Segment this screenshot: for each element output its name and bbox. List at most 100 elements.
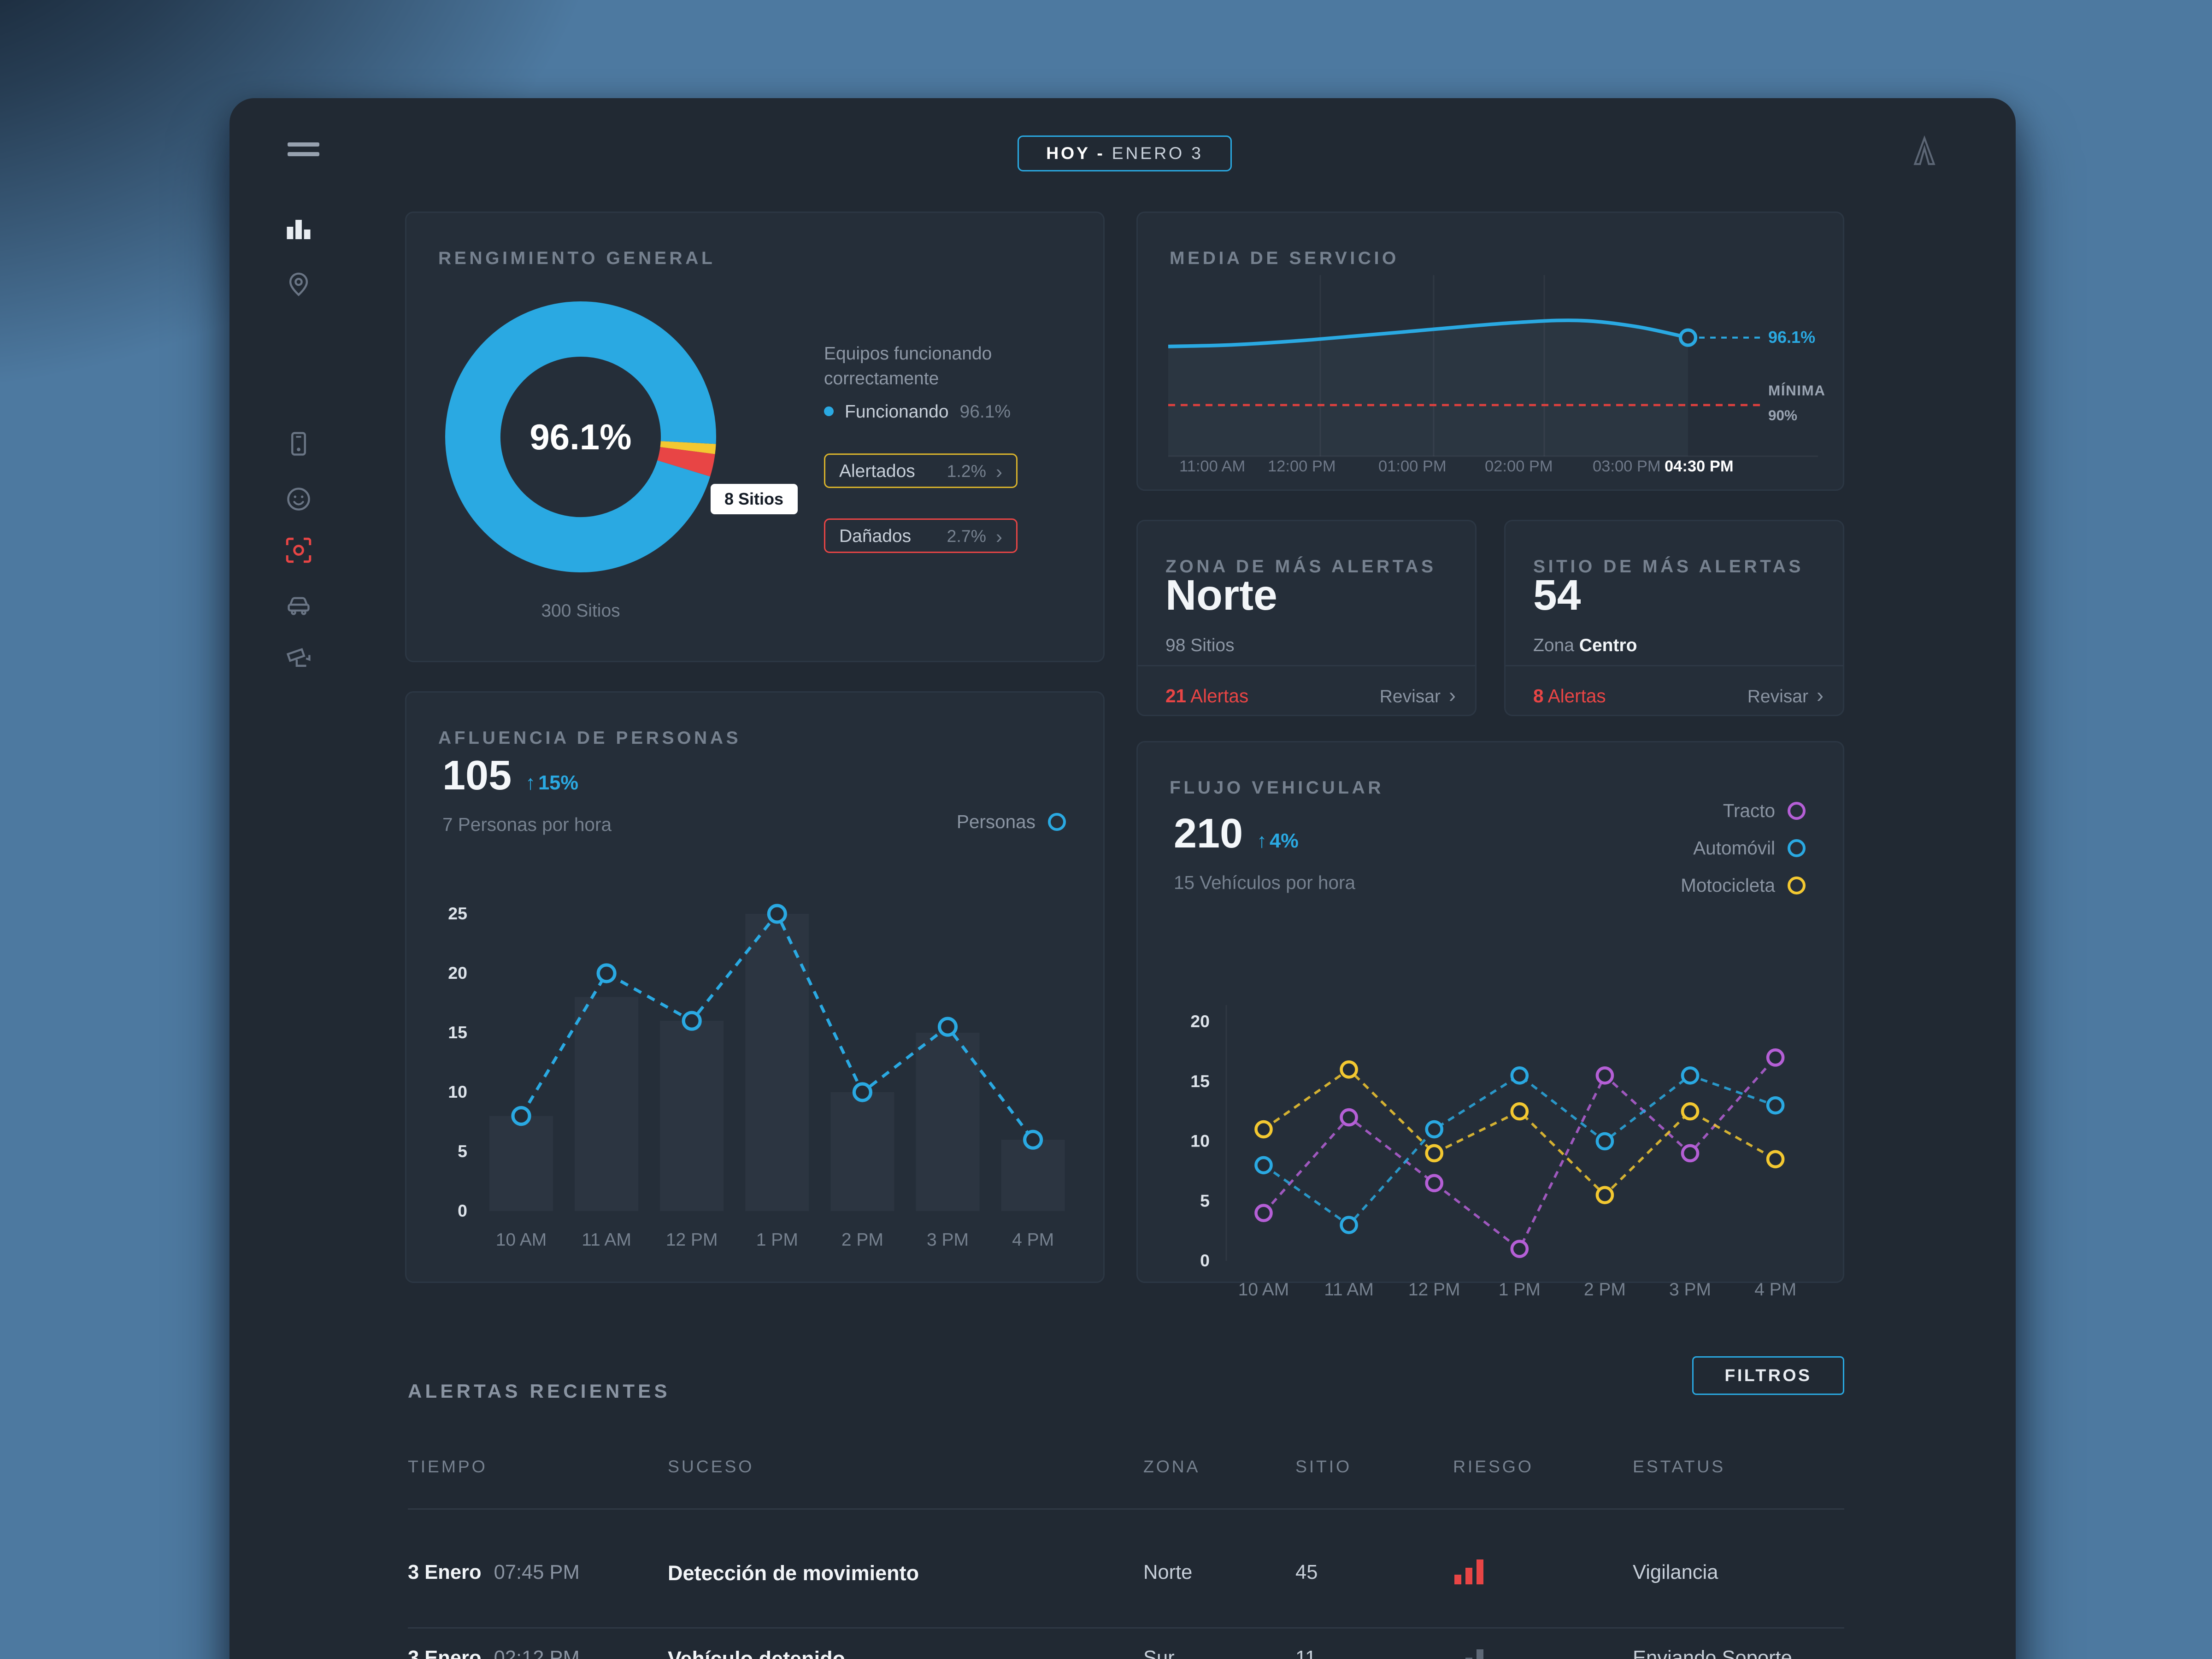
legend-ring-icon bbox=[1788, 877, 1806, 894]
svg-text:10 AM: 10 AM bbox=[1238, 1280, 1289, 1300]
site-zone-line: Zona Centro bbox=[1533, 635, 1637, 655]
col-riesgo: RIESGO bbox=[1453, 1457, 1534, 1477]
menu-hamburger-icon[interactable] bbox=[288, 142, 319, 162]
blue-dot-icon bbox=[824, 406, 834, 416]
car-icon bbox=[283, 587, 314, 624]
sidebar-item-faces[interactable] bbox=[281, 484, 317, 520]
zone-sites-count: 98 Sitios bbox=[1165, 635, 1235, 655]
zone-name: Norte bbox=[1165, 571, 1277, 619]
service-level-area-chart bbox=[1168, 275, 1818, 457]
alertados-button[interactable]: Alertados 1.2% › bbox=[824, 453, 1018, 488]
sidebar-item-access-devices[interactable] bbox=[281, 429, 317, 465]
legend-caption: Equipos funcionando correctamente bbox=[824, 343, 992, 388]
svg-text:11 AM: 11 AM bbox=[582, 1230, 631, 1250]
panel-title: AFLUENCIA DE PERSONAS bbox=[438, 727, 741, 748]
svg-text:12 PM: 12 PM bbox=[1408, 1280, 1460, 1300]
svg-text:4 PM: 4 PM bbox=[1754, 1280, 1796, 1300]
svg-text:2 PM: 2 PM bbox=[841, 1230, 883, 1250]
date-label-date: ENERO 3 bbox=[1112, 144, 1203, 163]
svg-text:11 AM: 11 AM bbox=[1324, 1280, 1374, 1300]
svg-text:5: 5 bbox=[1200, 1191, 1210, 1210]
panel-title: SITIO DE MÁS ALERTAS bbox=[1533, 555, 1804, 577]
cctv-icon bbox=[283, 644, 314, 681]
equipment-donut-chart bbox=[445, 301, 716, 572]
svg-text:12 PM: 12 PM bbox=[666, 1230, 718, 1250]
panel-flujo-vehicular: FLUJO VEHICULAR 210 ↑ 4% 15 Vehículos por… bbox=[1136, 741, 1844, 1300]
people-kpi-delta: ↑ 15% bbox=[525, 773, 579, 795]
site-number: 54 bbox=[1533, 571, 1581, 619]
col-estatus: ESTATUS bbox=[1633, 1457, 1725, 1477]
svg-text:15: 15 bbox=[448, 1023, 467, 1042]
minimum-label: MÍNIMA bbox=[1768, 383, 1826, 400]
risk-level-icon bbox=[1453, 1648, 1633, 1659]
chevron-right-icon: › bbox=[995, 459, 1002, 482]
svg-text:1 PM: 1 PM bbox=[1499, 1280, 1541, 1300]
panel-zona-mas-alertas: ZONA DE MÁS ALERTAS Norte 98 Sitios 21 A… bbox=[1136, 520, 1477, 716]
danados-button[interactable]: Dañados 2.7% › bbox=[824, 518, 1018, 553]
panel-title: RENGIMIENTO GENERAL bbox=[438, 247, 716, 268]
up-arrow-icon: ↑ bbox=[525, 773, 535, 795]
legend-ring-icon bbox=[1788, 802, 1806, 820]
zone-alert-count: 21 Alertas bbox=[1165, 685, 1249, 706]
svg-text:10: 10 bbox=[1190, 1131, 1210, 1151]
legend-ring-icon bbox=[1048, 813, 1066, 831]
donut-total-label: 300 Sitios bbox=[541, 600, 620, 621]
sidebar-item-vehicles[interactable] bbox=[281, 588, 317, 624]
people-flow-chart: 0 5 10 15 20 25 10 AM 11 AM 12 PM 1 PM 2 PM 3 PM 4 P… bbox=[448, 904, 1065, 1250]
svg-text:5: 5 bbox=[458, 1141, 467, 1161]
panel-afluencia-personas: AFLUENCIA DE PERSONAS 105 ↑ 15% 7 Persona… bbox=[405, 691, 1105, 1283]
legend-automovil: Automóvil bbox=[1693, 838, 1806, 859]
panel-rendimiento-general: RENGIMIENTO GENERAL 96.1% 8 Sitios 300 S… bbox=[405, 212, 1105, 662]
svg-text:20: 20 bbox=[448, 963, 467, 982]
col-sitio: SITIO bbox=[1295, 1457, 1352, 1477]
chevron-right-icon: › bbox=[1817, 683, 1824, 707]
minimum-value: 90% bbox=[1768, 408, 1798, 424]
divider bbox=[408, 1627, 1844, 1629]
bar-chart-icon bbox=[282, 211, 315, 251]
date-selector-badge[interactable]: HOY - ENERO 3 bbox=[1018, 135, 1232, 171]
sidebar-item-cctv[interactable] bbox=[281, 644, 317, 680]
donut-callout-badge: 8 Sitios bbox=[711, 484, 798, 514]
divider bbox=[408, 1508, 1844, 1510]
vehicle-flow-chart: 0 5 10 15 20 10 AM 11 AM 12 PM 1 PM 2 PM 3 PM 4 PM bbox=[1190, 1005, 1796, 1300]
divider bbox=[1138, 665, 1475, 666]
brand-logo-icon bbox=[1909, 134, 1940, 176]
panel-sitio-mas-alertas: SITIO DE MÁS ALERTAS 54 Zona Centro 8 Al… bbox=[1504, 520, 1844, 716]
revisar-zone-link[interactable]: Revisar › bbox=[1379, 683, 1456, 707]
alerts-table-header: TIEMPO SUCESO ZONA SITIO RIESGO ESTATUS bbox=[408, 1457, 1844, 1477]
svg-text:10: 10 bbox=[448, 1082, 467, 1101]
svg-text:10 AM: 10 AM bbox=[496, 1230, 547, 1250]
divider bbox=[1506, 665, 1843, 666]
up-arrow-icon: ↑ bbox=[1257, 831, 1267, 853]
sidebar-item-locations[interactable] bbox=[281, 268, 317, 304]
chevron-right-icon: › bbox=[995, 524, 1002, 547]
people-kpi-value: 105 bbox=[442, 753, 512, 799]
map-pin-icon bbox=[283, 268, 314, 305]
legend-funcionando: Funcionando 96.1% bbox=[824, 401, 1011, 422]
col-zona: ZONA bbox=[1143, 1457, 1200, 1477]
legend-motocicleta: Motocicleta bbox=[1681, 875, 1806, 896]
vehicle-kpi-value: 210 bbox=[1174, 812, 1243, 857]
svg-text:1 PM: 1 PM bbox=[756, 1230, 798, 1250]
legend-ring-icon bbox=[1788, 839, 1806, 857]
panel-title: ZONA DE MÁS ALERTAS bbox=[1165, 555, 1436, 577]
sidebar-item-dashboard[interactable] bbox=[281, 213, 317, 249]
chevron-right-icon: › bbox=[1449, 683, 1456, 707]
vehicle-kpi-delta: ↑ 4% bbox=[1257, 831, 1299, 853]
svg-text:20: 20 bbox=[1190, 1012, 1210, 1031]
site-alert-count: 8 Alertas bbox=[1533, 685, 1606, 706]
svg-text:2 PM: 2 PM bbox=[1584, 1280, 1626, 1300]
panel-title: FLUJO VEHICULAR bbox=[1170, 777, 1384, 798]
table-row[interactable]: 3 Enero 07:45 PM Detección de movimiento … bbox=[408, 1546, 1844, 1601]
svg-text:25: 25 bbox=[448, 904, 467, 923]
door-access-icon bbox=[283, 428, 314, 465]
legend-personas: Personas bbox=[957, 812, 1066, 832]
revisar-site-link[interactable]: Revisar › bbox=[1747, 683, 1824, 707]
svg-text:3 PM: 3 PM bbox=[927, 1230, 969, 1250]
col-suceso: SUCESO bbox=[668, 1457, 754, 1477]
filters-button[interactable]: FILTROS bbox=[1692, 1356, 1844, 1395]
sidebar-item-camera-alerts[interactable] bbox=[281, 535, 317, 571]
svg-text:0: 0 bbox=[1200, 1251, 1210, 1270]
